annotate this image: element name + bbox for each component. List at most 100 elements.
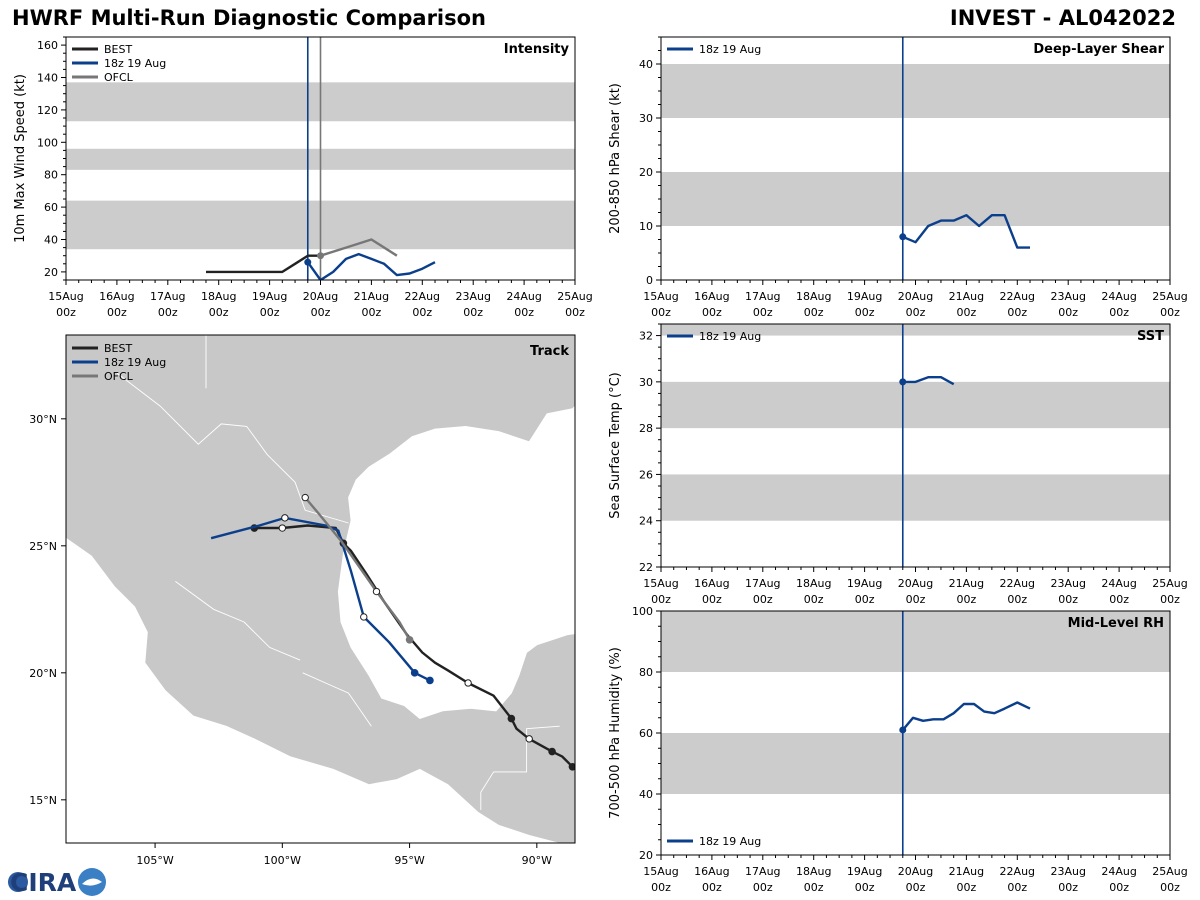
sst-xtick-day-label: 25Aug [1152, 577, 1187, 590]
shear-ytick-label: 20 [639, 166, 653, 179]
intensity-xtick-day-label: 25Aug [557, 290, 592, 303]
shear-plot-area [661, 37, 1170, 280]
rh-xtick-hour-label: 00z [1160, 881, 1180, 894]
track-point-ofcl-6 [301, 493, 309, 502]
track-frame [65, 334, 576, 844]
shear-xtick-hour-label: 00z [1109, 306, 1129, 319]
intensity-xtick-hour-label: 00z [260, 306, 280, 319]
rh-xtick-day-label: 22Aug [1000, 865, 1035, 878]
rh-ytick-label: 40 [639, 788, 653, 801]
intensity-point-hwrf-0 [304, 258, 312, 266]
intensity-xtick-day-label: 22Aug [405, 290, 440, 303]
track-point-ofcl-2 [372, 587, 381, 596]
sst-xtick-hour-label: 00z [957, 593, 977, 606]
intensity-series-best [206, 254, 321, 274]
shear-xtick-hour-label: 00z [1007, 306, 1027, 319]
intensity-xtick-hour-label: 00z [107, 306, 127, 319]
shear-xtick-hour-label: 00z [957, 306, 977, 319]
shear-panel-title: Deep-Layer Shear [1033, 42, 1164, 57]
shear-xtick-hour-label: 00z [753, 306, 773, 319]
intensity-xtick-day-label: 15Aug [48, 290, 83, 303]
sst-xtick-day-label: 17Aug [745, 577, 780, 590]
intensity-ytick-label: 140 [37, 72, 58, 85]
track-border-1 [480, 725, 560, 810]
intensity-plot-area [66, 37, 575, 280]
intensity-xtick-hour-label: 00z [209, 306, 229, 319]
intensity-xtick-hour-label: 00z [158, 306, 178, 319]
cira-logo-globe-icon [8, 872, 28, 892]
shear-xtick-day-label: 18Aug [796, 290, 831, 303]
intensity-xtick-day-label: 18Aug [201, 290, 236, 303]
intensity-xtick-hour-label: 00z [565, 306, 585, 319]
sst-series-hwrf [902, 376, 955, 386]
track-border-0 [116, 372, 349, 524]
sst-xtick-hour-label: 00z [804, 593, 824, 606]
intensity-ytick-label: 20 [44, 266, 58, 279]
rh-xtick-hour-label: 00z [1058, 881, 1078, 894]
track-point-hwrf-0 [426, 676, 434, 685]
shear-xtick-day-label: 16Aug [694, 290, 729, 303]
track-land-mass [66, 335, 575, 843]
shear-xtick-day-label: 21Aug [949, 290, 984, 303]
track-point-best-18 [278, 524, 287, 532]
shear-xtick-day-label: 20Aug [898, 290, 933, 303]
track-point-hwrf-3 [360, 613, 368, 621]
sst-xtick-day-label: 24Aug [1101, 577, 1136, 590]
panel-sst: 15Aug 00z 16Aug 00z 17Aug 00z 18Aug 00z 19Aug 00z… [608, 323, 1188, 606]
sst-ylabel: Sea Surface Temp (°C) [608, 372, 623, 519]
intensity-xtick-hour-label: 00z [56, 306, 76, 319]
sst-xtick-day-label: 22Aug [1000, 577, 1035, 590]
track-border-5 [175, 581, 245, 623]
rh-xtick-hour-label: 00z [651, 881, 671, 894]
shear-xtick-hour-label: 00z [804, 306, 824, 319]
rh-xtick-hour-label: 00z [753, 881, 773, 894]
panel-track: 105°W 100°W 95°W 90°W 15°N 20°N 25°N 30°N Track B… [29, 334, 576, 867]
shear-xtick-hour-label: 00z [1058, 306, 1078, 319]
rh-xtick-hour-label: 00z [702, 881, 722, 894]
intensity-xtick-hour-label: 00z [412, 306, 432, 319]
track-border-4 [243, 621, 301, 661]
cira-logo-wordmark: CIRA [10, 868, 77, 897]
rh-band-1 [661, 611, 1170, 672]
intensity-xtick-day-label: 20Aug [303, 290, 338, 303]
track-xtick-label: 105°W [136, 854, 173, 867]
rh-xtick-day-label: 25Aug [1152, 865, 1187, 878]
shear-xtick-day-label: 19Aug [847, 290, 882, 303]
sst-xtick-day-label: 18Aug [796, 577, 831, 590]
intensity-ytick-label: 60 [44, 201, 58, 214]
track-map-area [66, 335, 575, 843]
rh-xtick-hour-label: 00z [855, 881, 875, 894]
track-legend-label-ofcl: OFCL [104, 370, 134, 383]
shear-point-hwrf-0 [899, 233, 907, 241]
shear-series-hwrf [902, 213, 1030, 249]
shear-xtick-day-label: 22Aug [1000, 290, 1035, 303]
sst-ytick-label: 28 [639, 422, 653, 435]
sst-point-hwrf-0 [899, 378, 907, 386]
intensity-xtick-day-label: 17Aug [150, 290, 185, 303]
rh-xtick-hour-label: 00z [1109, 881, 1129, 894]
sst-xtick-hour-label: 00z [651, 593, 671, 606]
figure-title: HWRF Multi-Run Diagnostic Comparison [12, 6, 487, 30]
rh-xtick-day-label: 17Aug [745, 865, 780, 878]
sst-xtick-hour-label: 00z [1160, 593, 1180, 606]
track-line-ofcl [304, 496, 411, 641]
intensity-xtick-hour-label: 00z [311, 306, 331, 319]
intensity-ytick-label: 120 [37, 104, 58, 117]
track-ytick-label: 15°N [29, 794, 57, 807]
sst-band-1 [661, 381, 1170, 429]
track-line-hwrf [210, 516, 431, 682]
rh-ytick-label: 80 [639, 666, 653, 679]
shear-xtick-day-label: 25Aug [1152, 290, 1187, 303]
track-point-best-3 [525, 735, 533, 743]
rh-ylabel: 700-500 hPa Humidity (%) [608, 647, 623, 819]
sst-ytick-label: 30 [639, 376, 653, 389]
intensity-xtick-day-label: 23Aug [455, 290, 490, 303]
shear-xtick-hour-label: 00z [855, 306, 875, 319]
intensity-xtick-day-label: 16Aug [99, 290, 134, 303]
sst-xtick-hour-label: 00z [702, 593, 722, 606]
panel-shear: 15Aug 00z 16Aug 00z 17Aug 00z 18Aug 00z 19Aug 00z… [608, 36, 1188, 319]
track-point-hwrf-7 [281, 514, 289, 522]
intensity-xtick-hour-label: 00z [362, 306, 382, 319]
shear-ytick-label: 10 [639, 220, 653, 233]
